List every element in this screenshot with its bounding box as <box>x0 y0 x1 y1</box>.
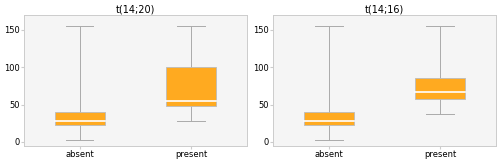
FancyBboxPatch shape <box>166 67 216 106</box>
FancyBboxPatch shape <box>304 112 354 126</box>
FancyBboxPatch shape <box>54 112 104 126</box>
Title: t(14;20): t(14;20) <box>116 4 155 14</box>
FancyBboxPatch shape <box>415 78 465 99</box>
Title: t(14;16): t(14;16) <box>365 4 404 14</box>
